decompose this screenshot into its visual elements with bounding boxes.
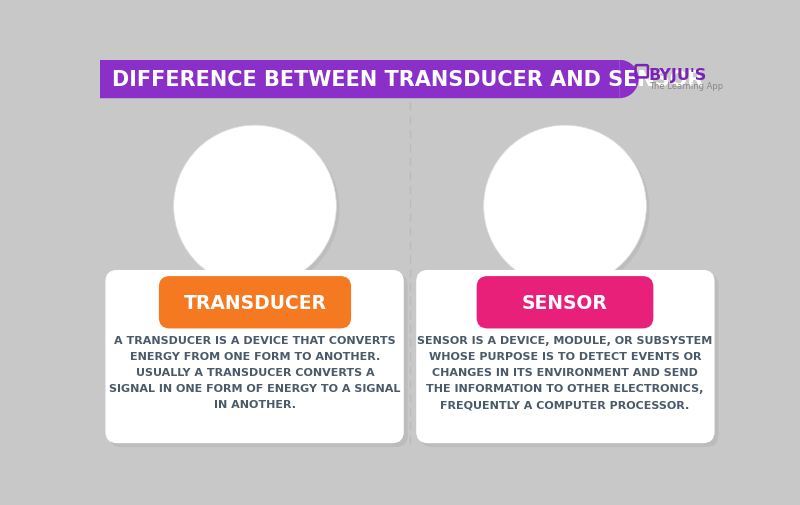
Text: BYJU'S: BYJU'S [649,68,707,83]
Circle shape [174,126,336,287]
Circle shape [484,126,646,287]
Text: A TRANSDUCER IS A DEVICE THAT CONVERTS
ENERGY FROM ONE FORM TO ANOTHER.
USUALLY : A TRANSDUCER IS A DEVICE THAT CONVERTS E… [110,336,401,410]
Text: TRANSDUCER: TRANSDUCER [183,293,326,312]
FancyBboxPatch shape [477,277,654,329]
FancyBboxPatch shape [416,270,714,443]
Text: SENSOR: SENSOR [522,293,608,312]
Text: SENSOR IS A DEVICE, MODULE, OR SUBSYSTEM
WHOSE PURPOSE IS TO DETECT EVENTS OR
CH: SENSOR IS A DEVICE, MODULE, OR SUBSYSTEM… [418,336,713,410]
FancyBboxPatch shape [100,61,619,99]
Text: DIFFERENCE BETWEEN TRANSDUCER AND SENSOR: DIFFERENCE BETWEEN TRANSDUCER AND SENSOR [112,70,704,90]
Wedge shape [619,61,638,99]
Circle shape [177,129,339,290]
Circle shape [486,129,650,290]
FancyBboxPatch shape [159,277,351,329]
FancyBboxPatch shape [110,274,408,447]
Text: The Learning App: The Learning App [649,81,723,90]
FancyBboxPatch shape [106,270,404,443]
FancyBboxPatch shape [420,274,718,447]
